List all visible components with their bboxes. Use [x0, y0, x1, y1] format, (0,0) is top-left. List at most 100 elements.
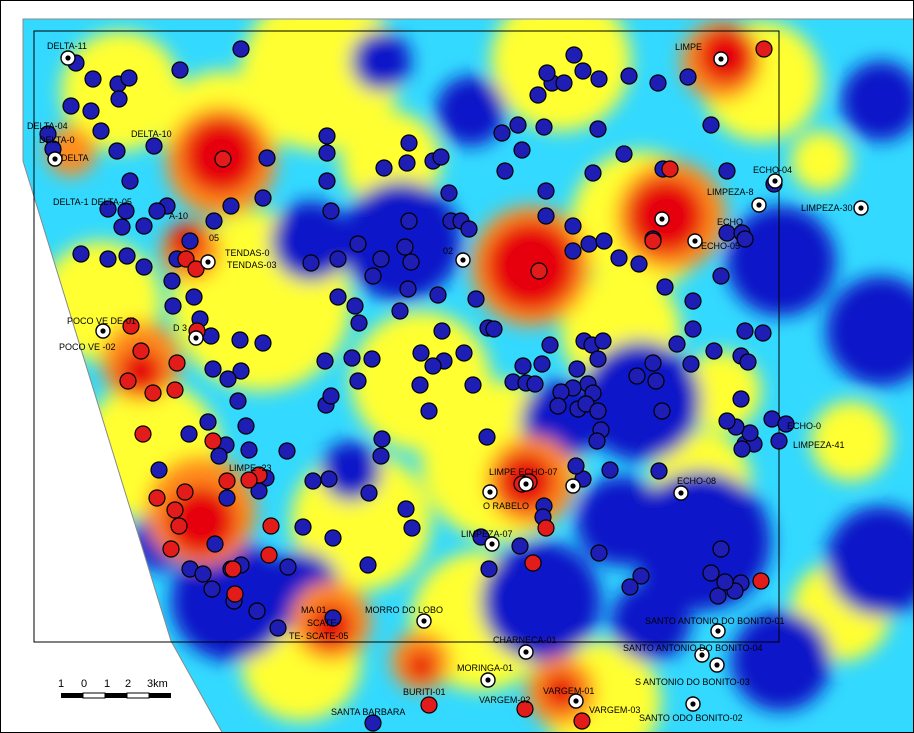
well-marker-blue[interactable] [180, 425, 198, 443]
well-marker-blue[interactable] [511, 537, 529, 555]
well-marker-blue[interactable] [514, 357, 532, 375]
circle-dot-icon[interactable] [568, 693, 584, 709]
circle-dot-icon[interactable] [654, 211, 670, 227]
well-marker-red[interactable] [755, 40, 773, 58]
well-marker-blue[interactable] [346, 297, 364, 315]
circle-dot-icon[interactable] [710, 623, 726, 639]
well-marker-blue[interactable] [574, 62, 592, 80]
well-marker-blue[interactable] [538, 64, 556, 82]
well-marker-blue[interactable] [541, 336, 559, 354]
circle-dot-icon[interactable] [416, 613, 432, 629]
well-marker-blue[interactable] [349, 372, 367, 390]
well-marker-blue[interactable] [595, 232, 613, 250]
well-marker-blue[interactable] [496, 162, 514, 180]
well-marker-blue[interactable] [92, 122, 110, 140]
well-marker-blue[interactable] [568, 360, 586, 378]
well-marker-red[interactable] [420, 696, 438, 714]
well-marker-blue[interactable] [537, 182, 555, 200]
well-marker-blue[interactable] [318, 144, 336, 162]
well-marker-blue[interactable] [329, 288, 347, 306]
well-marker-red[interactable] [573, 712, 591, 730]
well-marker-blue[interactable] [164, 297, 182, 315]
well-marker-blue[interactable] [588, 432, 606, 450]
well-marker-blue[interactable] [432, 148, 450, 166]
well-marker-blue[interactable] [412, 344, 430, 362]
circle-dot-icon[interactable] [853, 200, 869, 216]
circle-dot-icon[interactable] [709, 657, 725, 673]
well-marker-blue[interactable] [478, 428, 496, 446]
well-marker-blue[interactable] [718, 412, 736, 430]
well-marker-blue[interactable] [712, 540, 730, 558]
well-marker-blue[interactable] [372, 250, 390, 268]
well-marker-blue[interactable] [485, 320, 503, 338]
well-marker-blue[interactable] [535, 118, 553, 136]
well-marker-blue[interactable] [594, 332, 612, 350]
well-marker-blue[interactable] [171, 61, 189, 79]
well-marker-blue[interactable] [82, 102, 100, 120]
well-marker-red[interactable] [144, 384, 162, 402]
well-marker-blue[interactable] [204, 360, 222, 378]
well-marker-blue[interactable] [610, 249, 628, 267]
well-marker-red[interactable] [644, 232, 662, 250]
well-marker-blue[interactable] [628, 367, 646, 385]
well-marker-blue[interactable] [537, 207, 555, 225]
well-marker-blue[interactable] [647, 372, 665, 390]
well-marker-blue[interactable] [564, 242, 582, 260]
well-marker-blue[interactable] [552, 383, 570, 401]
well-marker-blue[interactable] [302, 254, 320, 272]
well-marker-blue[interactable] [429, 286, 447, 304]
well-marker-blue[interactable] [644, 354, 662, 372]
well-marker-blue[interactable] [649, 74, 667, 92]
well-marker-red[interactable] [260, 546, 278, 564]
well-marker-blue[interactable] [203, 580, 221, 598]
well-marker-blue[interactable] [777, 415, 795, 433]
circle-dot-icon[interactable] [95, 323, 111, 339]
well-marker-red[interactable] [187, 260, 205, 278]
well-marker-red[interactable] [240, 471, 258, 489]
well-marker-blue[interactable] [364, 267, 382, 285]
well-marker-blue[interactable] [148, 202, 166, 220]
well-marker-blue[interactable] [529, 86, 547, 104]
well-marker-red[interactable] [516, 700, 534, 718]
well-marker-blue[interactable] [513, 141, 531, 159]
well-marker-blue[interactable] [118, 247, 136, 265]
well-marker-red[interactable] [537, 519, 555, 537]
well-marker-blue[interactable] [231, 331, 249, 349]
well-marker-blue[interactable] [145, 137, 163, 155]
well-marker-blue[interactable] [739, 353, 757, 371]
well-marker-red[interactable] [148, 489, 166, 507]
well-marker-blue[interactable] [254, 334, 272, 352]
well-marker-blue[interactable] [185, 288, 203, 306]
well-marker-blue[interactable] [400, 134, 418, 152]
well-marker-red[interactable] [224, 560, 242, 578]
circle-dot-icon[interactable] [482, 484, 498, 500]
well-marker-red[interactable] [176, 483, 194, 501]
circle-dot-icon[interactable] [480, 672, 496, 688]
well-marker-blue[interactable] [181, 232, 199, 250]
circle-dot-icon[interactable] [713, 51, 729, 67]
well-marker-blue[interactable] [601, 461, 619, 479]
well-marker-blue[interactable] [702, 116, 720, 134]
well-marker-blue[interactable] [620, 67, 638, 85]
well-marker-blue[interactable] [397, 500, 415, 518]
well-marker-blue[interactable] [108, 142, 126, 160]
well-marker-red[interactable] [162, 540, 180, 558]
circle-dot-icon[interactable] [455, 252, 471, 268]
well-marker-red[interactable] [204, 432, 222, 450]
well-marker-blue[interactable] [391, 302, 409, 320]
well-marker-red[interactable] [166, 501, 184, 519]
well-marker-blue[interactable] [343, 349, 361, 367]
well-marker-blue[interactable] [294, 518, 312, 536]
well-marker-blue[interactable] [549, 397, 567, 415]
well-marker-blue[interactable] [480, 560, 498, 578]
circle-dot-icon[interactable] [565, 478, 581, 494]
well-marker-red[interactable] [524, 554, 542, 572]
well-marker-blue[interactable] [99, 250, 117, 268]
well-marker-blue[interactable] [360, 484, 378, 502]
well-marker-blue[interactable] [324, 529, 342, 547]
well-marker-blue[interactable] [199, 413, 217, 431]
well-marker-blue[interactable] [396, 238, 414, 256]
well-marker-blue[interactable] [269, 619, 287, 637]
well-marker-blue[interactable] [117, 202, 135, 220]
well-marker-blue[interactable] [732, 390, 750, 408]
